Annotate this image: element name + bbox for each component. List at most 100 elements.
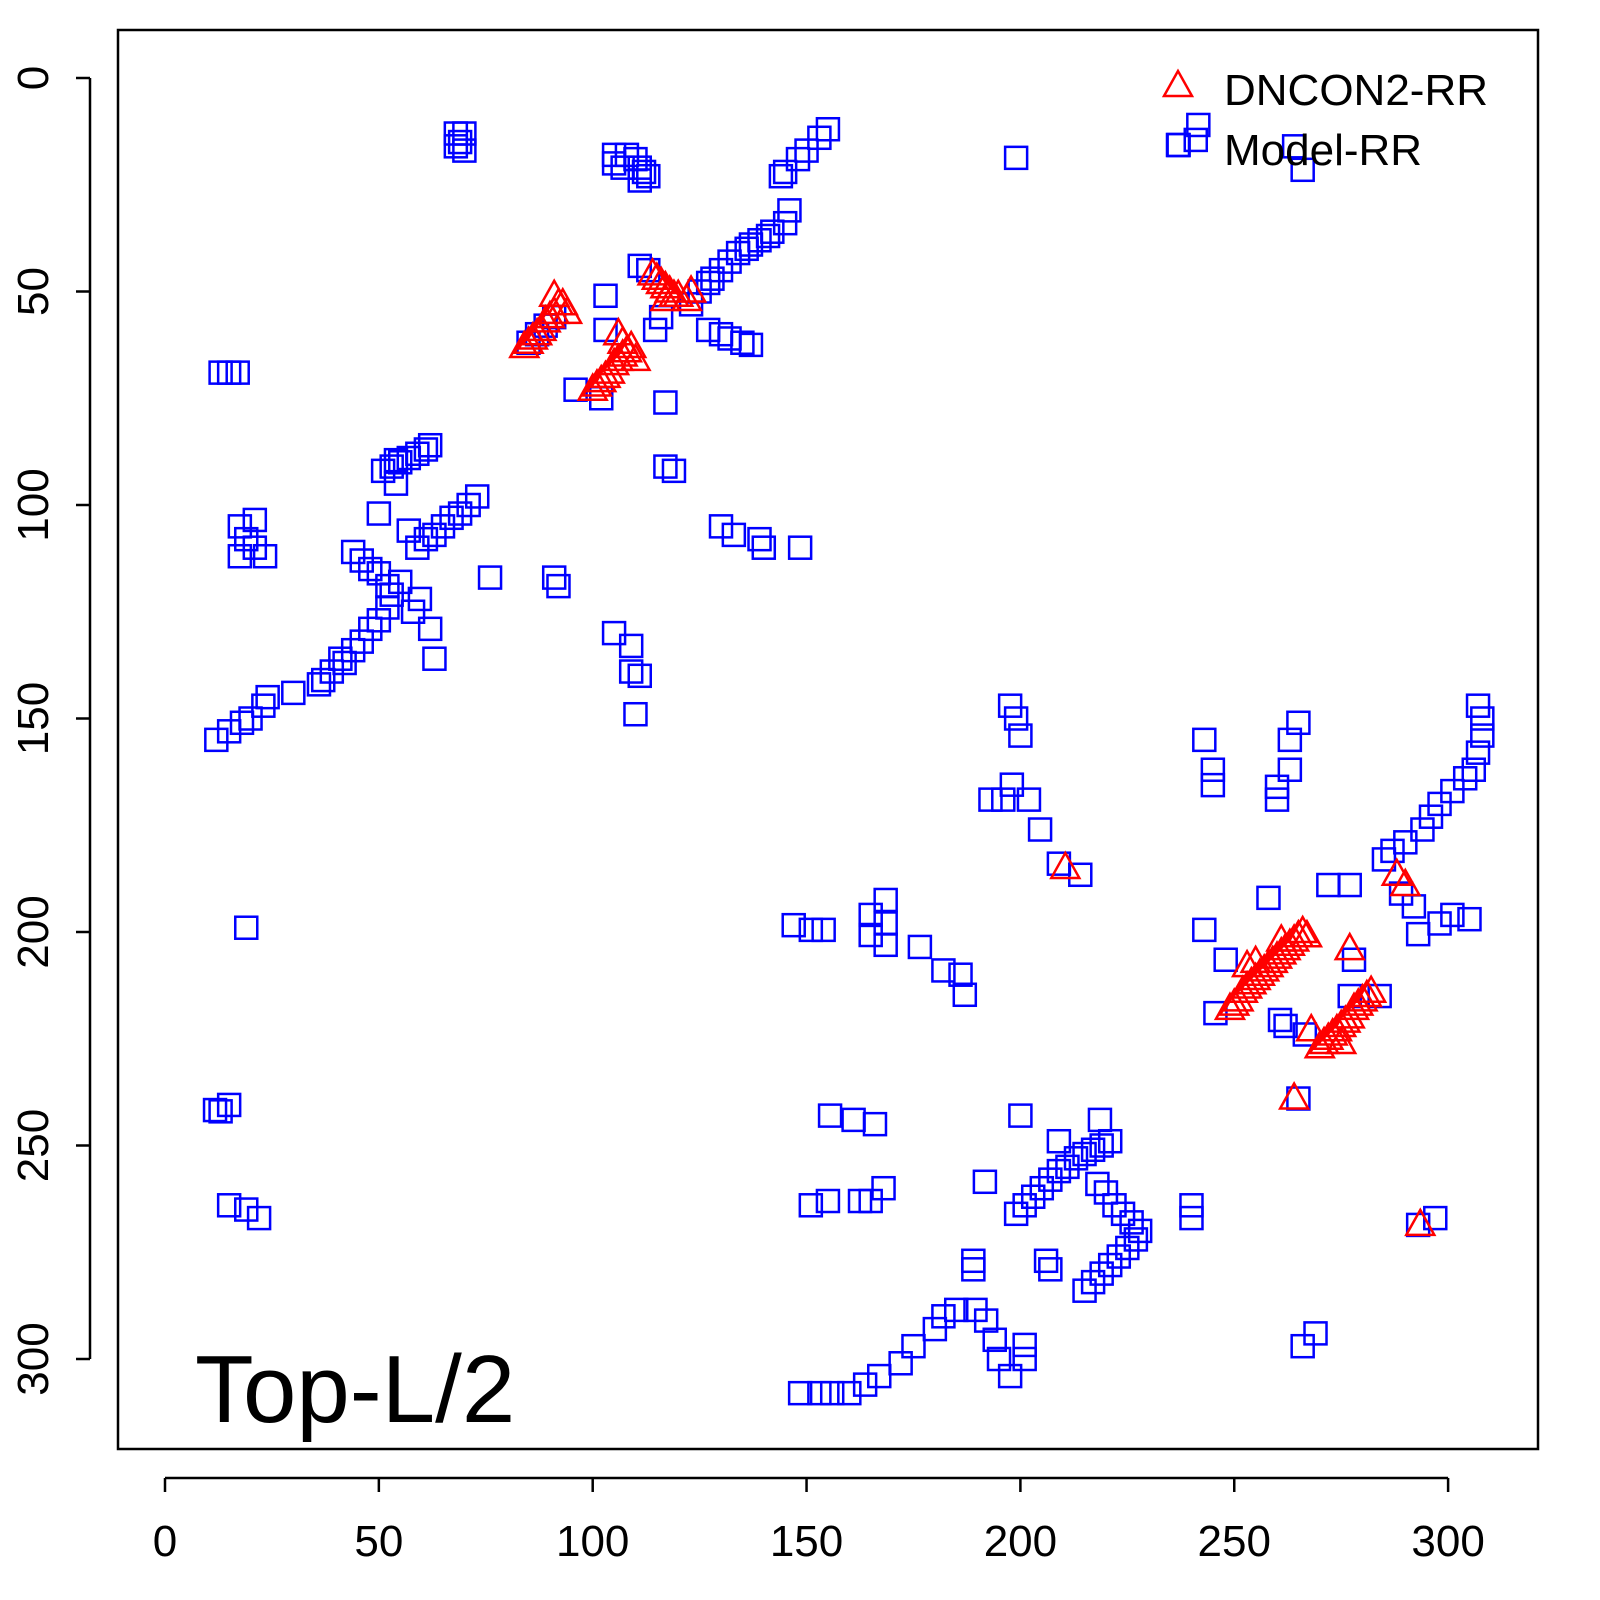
model-rr-point (227, 543, 253, 569)
model-rr-point (1093, 1180, 1119, 1205)
model-rr-point (730, 330, 755, 355)
model-rr-point (229, 710, 255, 736)
legend-label-model: Model-RR (1224, 126, 1422, 175)
model-rr-point (396, 445, 422, 471)
model-rr-point (721, 522, 747, 548)
dncon2-rr-point (1213, 991, 1247, 1021)
model-rr-point (349, 629, 374, 654)
model-rr-point (1003, 1201, 1029, 1227)
model-rr-point (601, 620, 627, 646)
x-tick-label: 100 (556, 1517, 629, 1566)
model-rr-point (349, 548, 374, 573)
model-rr-point (1200, 757, 1226, 782)
model-rr-point (1183, 127, 1209, 153)
dncon2-rr-point (606, 325, 639, 354)
model-rr-point (1427, 791, 1452, 817)
model-rr-point (1179, 1193, 1204, 1218)
model-rr-point (379, 582, 404, 607)
model-rr-point (541, 565, 567, 590)
model-rr-point (1089, 1133, 1114, 1158)
model-rr-point (837, 1380, 862, 1406)
model-rr-point (642, 317, 668, 343)
model-rr-point (204, 727, 229, 753)
model-rr-point (978, 787, 1003, 812)
model-rr-point (811, 917, 836, 943)
x-tick-label: 0 (153, 1517, 177, 1566)
model-rr-point (760, 219, 785, 244)
model-rr-point (430, 514, 456, 539)
model-rr-point (383, 471, 409, 496)
model-rr-point (1388, 881, 1414, 906)
model-rr-point (238, 706, 263, 731)
model-rr-point (695, 270, 721, 296)
model-rr-point (618, 659, 644, 684)
model-rr-point (439, 505, 464, 531)
model-rr-point (1003, 706, 1029, 731)
model-rr-point (931, 958, 956, 983)
model-rr-point (1012, 1332, 1037, 1358)
model-rr-point (873, 932, 898, 958)
dncon2-rr-point (674, 273, 708, 303)
model-rr-point (1213, 947, 1238, 973)
model-rr-point (422, 522, 447, 548)
model-rr-point (1046, 1158, 1072, 1184)
model-rr-point (1055, 1154, 1080, 1180)
model-rr-point (1393, 830, 1418, 855)
model-rr-point (661, 458, 687, 484)
plot-frame (116, 28, 1540, 1451)
model-rr-point (1089, 1261, 1114, 1286)
legend-square-icon (1165, 132, 1191, 158)
y-tick-label: 50 (9, 267, 58, 316)
model-rr-point (400, 599, 426, 624)
model-rr-point (601, 142, 627, 168)
model-rr-point (931, 1304, 956, 1329)
dncon2-rr-point (550, 295, 584, 325)
model-rr-point (379, 454, 404, 479)
dncon2-rr-point (1049, 850, 1082, 880)
model-rr-point (755, 223, 781, 249)
model-rr-point (610, 155, 635, 180)
dncon2-rr-point (1346, 982, 1379, 1012)
dncon2-rr-point (516, 320, 549, 350)
model-rr-point (251, 693, 276, 718)
model-rr-point (1292, 1022, 1318, 1047)
model-rr-point (815, 1188, 841, 1214)
model-rr-point (815, 116, 841, 142)
model-rr-point (618, 633, 644, 659)
model-rr-point (366, 608, 392, 633)
model-rr-point (1038, 1167, 1063, 1192)
axes: 0 50 100 150 200 250 300 0 50 100 150 200 250 300 (9, 66, 1485, 1566)
model-rr-point (1123, 1227, 1149, 1252)
model-rr-point (738, 232, 764, 257)
model-rr-point (216, 719, 242, 744)
model-rr-point (1097, 1128, 1123, 1154)
model-rr-point (227, 514, 253, 539)
y-tick-label: 100 (9, 468, 58, 541)
model-rr-point (627, 253, 652, 279)
model-rr-point (777, 198, 802, 223)
model-rr-point (319, 659, 345, 684)
dncon2-rr-point (1239, 944, 1272, 974)
model-rr-point (1068, 862, 1093, 888)
model-rr-point (907, 934, 933, 960)
model-rr-point (366, 561, 392, 586)
dncon2-rr-point (649, 282, 682, 312)
model-rr-point (961, 1257, 986, 1282)
model-rr-point (405, 535, 430, 560)
model-rr-point (1115, 1235, 1140, 1261)
model-rr-point (961, 1248, 986, 1274)
model-rr-point (1085, 1171, 1110, 1197)
model-rr-point (772, 210, 798, 236)
model-rr-point (708, 514, 734, 539)
legend: DNCON2-RR Model-RR (1161, 66, 1488, 175)
model-rr-point (477, 565, 503, 590)
dncon2-rr-point (619, 342, 652, 372)
model-rr-point (1106, 1244, 1132, 1269)
model-rr-point (1008, 723, 1033, 748)
model-rr-point (242, 535, 268, 560)
model-rr-point (972, 1169, 998, 1195)
model-rr-point (1337, 872, 1362, 898)
y-tick-label: 150 (9, 682, 58, 755)
model-rr-point (653, 454, 678, 479)
